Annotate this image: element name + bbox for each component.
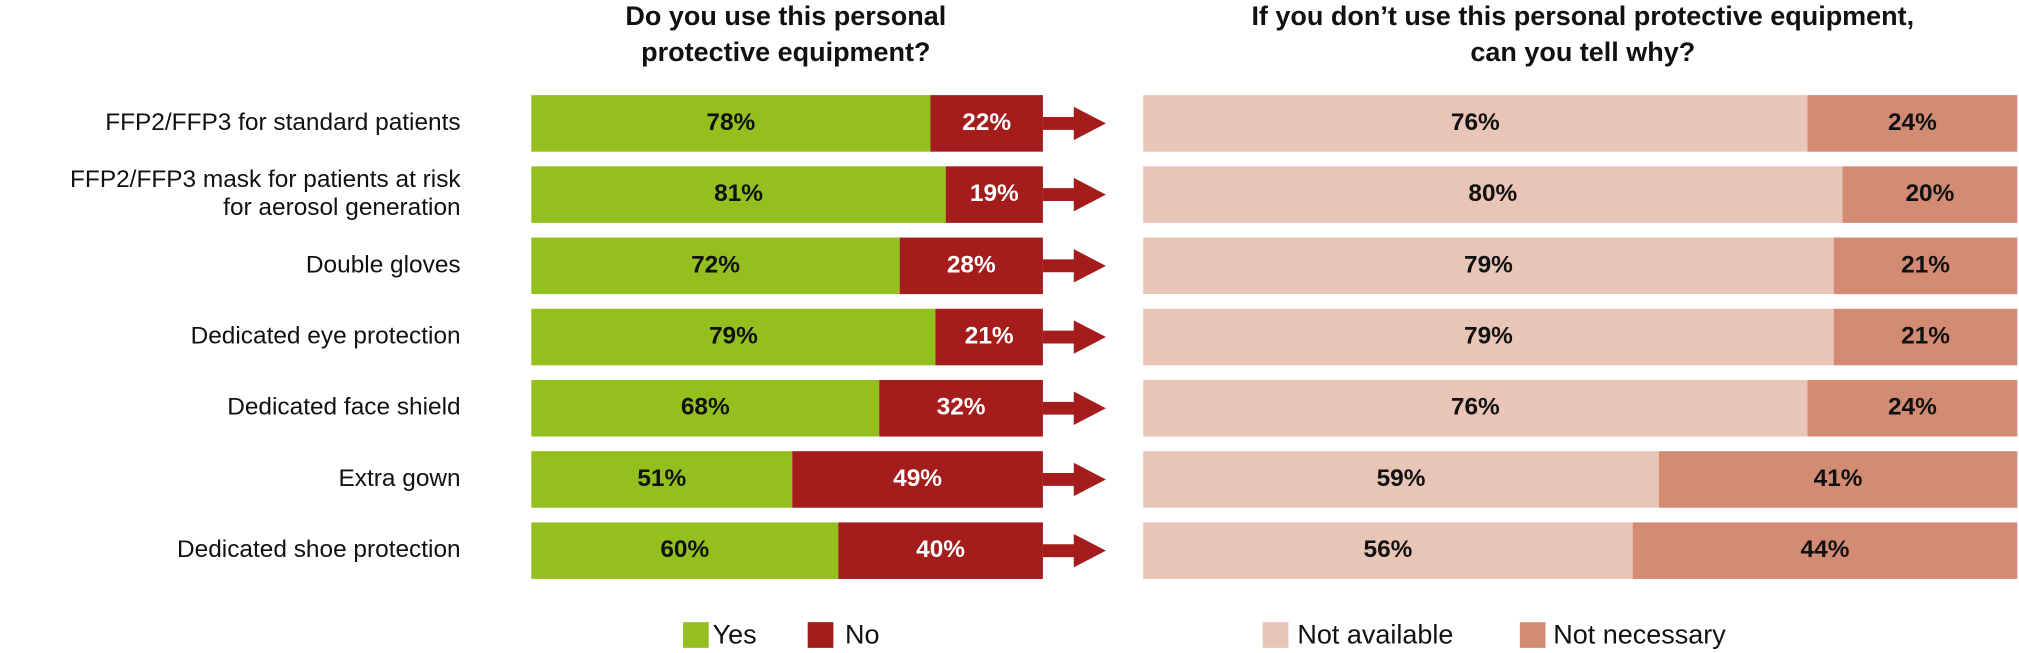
category-label: for aerosol generation <box>223 194 460 221</box>
bar-segment <box>531 522 839 579</box>
value-label: 79% <box>709 322 758 349</box>
chart-title: can you tell why? <box>1470 37 1695 67</box>
arrow <box>1042 106 1106 141</box>
category-label: FFP2/FFP3 for standard patients <box>105 109 460 136</box>
value-label: 81% <box>714 180 763 207</box>
value-label: 80% <box>1468 180 1517 207</box>
value-label: 49% <box>893 465 942 492</box>
bar-segment <box>1632 522 2018 579</box>
bar-segment <box>1143 95 1808 152</box>
legend-label: Not available <box>1297 619 1453 649</box>
value-label: 21% <box>1901 322 1950 349</box>
value-label: 40% <box>916 536 965 563</box>
bar-segment <box>899 237 1043 295</box>
bar-segment <box>935 308 1043 366</box>
arrow <box>1042 177 1106 212</box>
value-label: 41% <box>1814 465 1863 492</box>
value-label: 24% <box>1888 394 1937 421</box>
bar-segment <box>531 379 880 437</box>
value-label: 76% <box>1451 109 1500 136</box>
bar-segment <box>531 451 793 508</box>
bar-segment <box>1143 166 1843 223</box>
value-label: 78% <box>706 109 755 136</box>
value-label: 76% <box>1451 394 1500 421</box>
bar-segment <box>838 522 1043 579</box>
category-label: FFP2/FFP3 mask for patients at risk <box>70 166 461 193</box>
value-label: 28% <box>947 251 996 278</box>
legend-label: No <box>845 619 880 649</box>
legend-swatch <box>683 622 709 648</box>
chart-title: protective equipment? <box>641 37 930 67</box>
legend-swatch <box>1519 622 1546 648</box>
value-label: 68% <box>681 394 730 421</box>
bar-segment <box>531 237 900 295</box>
value-label: 79% <box>1464 251 1513 278</box>
bar-segment <box>930 95 1043 152</box>
bar-segment <box>531 166 946 223</box>
category-label: Double gloves <box>306 251 461 278</box>
arrow <box>1042 249 1106 283</box>
bar-segment <box>1833 308 2018 366</box>
bar-segment <box>1807 379 2018 437</box>
category-label: Extra gown <box>339 465 461 492</box>
value-label: 51% <box>637 465 686 492</box>
arrow <box>1042 462 1106 497</box>
bar-segment <box>792 451 1043 508</box>
value-label: 20% <box>1905 180 1954 207</box>
value-label: 56% <box>1364 536 1413 563</box>
chart-title: If you don’t use this personal protectiv… <box>1251 1 1914 31</box>
value-label: 22% <box>962 109 1011 136</box>
value-label: 24% <box>1888 109 1937 136</box>
chart-title: Do you use this personal <box>625 1 946 31</box>
category-label: Dedicated face shield <box>227 394 460 421</box>
legend-label: Yes <box>713 619 757 649</box>
bar-segment <box>1833 237 2018 295</box>
value-label: 32% <box>937 394 986 421</box>
value-label: 19% <box>970 180 1019 207</box>
category-label: Dedicated eye protection <box>191 322 461 349</box>
legend-swatch <box>807 622 834 648</box>
bar-segment <box>1143 379 1808 437</box>
value-label: 79% <box>1464 322 1513 349</box>
bar-segment <box>1143 308 1834 366</box>
bar-segment <box>1143 522 1633 579</box>
value-label: 21% <box>965 322 1014 349</box>
value-label: 60% <box>660 536 709 563</box>
bar-segment <box>1143 451 1659 508</box>
legend-swatch <box>1262 622 1289 648</box>
bar-segment <box>531 95 931 152</box>
arrow <box>1042 533 1106 568</box>
bar-segment <box>531 308 936 366</box>
arrow <box>1042 391 1106 425</box>
bar-segment <box>1143 237 1834 295</box>
bar-segment <box>1807 95 2018 152</box>
value-label: 44% <box>1801 536 1850 563</box>
bar-segment <box>1658 451 2018 508</box>
bar-segment <box>945 166 1043 223</box>
value-label: 21% <box>1901 251 1950 278</box>
arrow <box>1042 320 1106 354</box>
legend-label: Not necessary <box>1553 619 1726 649</box>
value-label: 59% <box>1377 465 1426 492</box>
bar-segment <box>1842 166 2018 223</box>
category-label: Dedicated shoe protection <box>177 536 461 563</box>
bar-segment <box>879 379 1043 437</box>
value-label: 72% <box>691 251 740 278</box>
